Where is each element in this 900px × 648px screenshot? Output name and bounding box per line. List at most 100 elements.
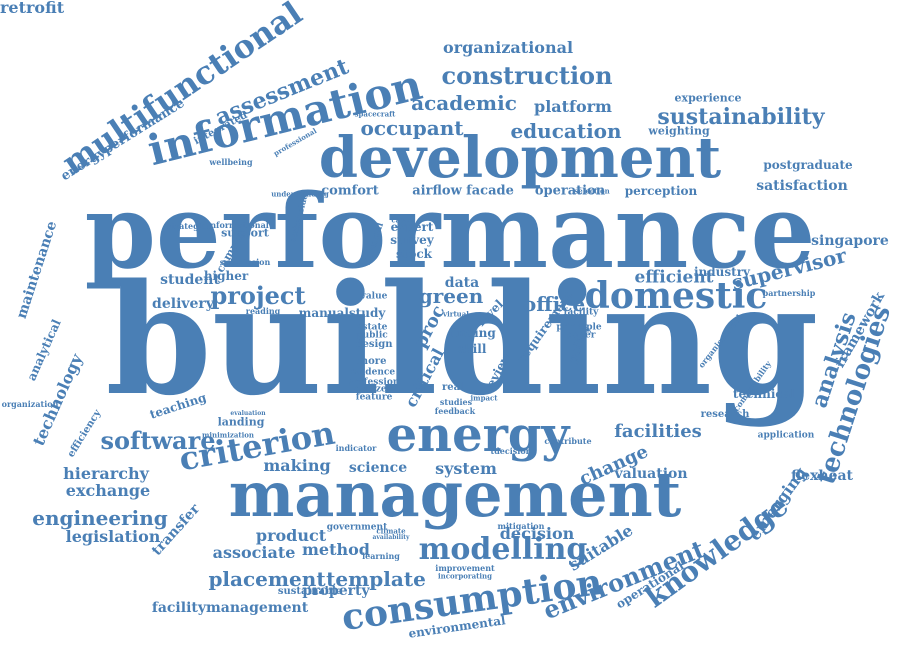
word: decision xyxy=(499,524,575,543)
word: perception xyxy=(624,184,698,198)
word: studies xyxy=(439,397,473,407)
word: support xyxy=(221,226,269,240)
word: facade xyxy=(466,183,514,199)
word: feature xyxy=(355,392,393,403)
word: evidence xyxy=(350,367,396,378)
word: impact xyxy=(470,393,498,403)
word: efficient xyxy=(634,267,714,288)
word: submission xyxy=(219,257,271,267)
word: manualstudy xyxy=(298,306,386,320)
word: energy xyxy=(386,407,570,463)
word: modelling xyxy=(418,532,588,567)
word: profession xyxy=(346,377,400,388)
word: domestic xyxy=(584,275,768,317)
word: development xyxy=(318,125,722,191)
word: stock xyxy=(396,247,432,261)
word: exchange xyxy=(65,481,151,500)
word: weighting xyxy=(648,124,710,138)
word: green xyxy=(418,284,484,308)
word: spacecraft xyxy=(354,109,396,119)
word: platform xyxy=(534,97,612,116)
word: evaluation xyxy=(230,410,266,417)
word: finding xyxy=(448,326,496,340)
word: public xyxy=(356,330,388,341)
word: reading xyxy=(245,306,281,316)
word: strategies xyxy=(166,221,212,231)
word: case xyxy=(391,215,409,225)
word: government xyxy=(326,522,388,533)
word: skill xyxy=(457,342,487,356)
word: paper xyxy=(566,330,596,341)
word: learning xyxy=(362,551,400,561)
word: landing xyxy=(217,415,265,429)
word: virtual xyxy=(443,309,469,319)
word: associate xyxy=(212,543,296,562)
word: quizzes xyxy=(354,384,392,395)
word: mitigation xyxy=(497,521,545,531)
word: informational xyxy=(207,220,269,230)
word: project xyxy=(210,281,306,310)
word: climate xyxy=(376,526,406,536)
word: application xyxy=(757,430,815,441)
word: product xyxy=(255,526,327,545)
word: system xyxy=(435,459,497,478)
word: minimization xyxy=(201,430,255,440)
word: research xyxy=(700,409,750,420)
word: airflow xyxy=(412,183,462,199)
word: sustainable xyxy=(277,586,343,597)
word: higher xyxy=(203,269,249,283)
word: survey xyxy=(390,233,434,247)
word: improvement xyxy=(435,563,495,573)
word: real xyxy=(442,382,464,393)
word: engineering xyxy=(32,506,168,530)
word: science xyxy=(348,460,408,476)
word: facilitymanagement xyxy=(151,600,309,616)
word: valuation xyxy=(614,466,688,482)
word: indicator xyxy=(335,443,377,453)
word: analytical xyxy=(24,317,64,383)
word: data xyxy=(444,275,480,291)
word: maintenance xyxy=(13,219,61,321)
word: office xyxy=(522,292,586,316)
word: incorporating xyxy=(437,571,493,581)
word: availability xyxy=(372,534,410,541)
word: partnership xyxy=(762,288,816,298)
word: expert xyxy=(390,220,434,234)
word: tdecision xyxy=(490,446,532,456)
word: building xyxy=(105,250,819,429)
word: placement xyxy=(208,567,326,591)
word: method xyxy=(302,540,370,559)
word: efficiency xyxy=(65,408,104,460)
word: flexheat xyxy=(790,468,854,484)
word: design xyxy=(355,339,393,350)
word: feedback xyxy=(434,406,476,416)
word: experience xyxy=(674,91,742,105)
word: education xyxy=(510,119,622,143)
word: singapore xyxy=(811,233,889,249)
word: wellbeing xyxy=(209,157,253,167)
word: legislation xyxy=(65,527,161,546)
word: principle xyxy=(556,322,602,333)
word: template xyxy=(326,567,426,591)
word: estate xyxy=(356,322,388,333)
word: operation xyxy=(534,183,606,199)
word: technical xyxy=(732,387,796,401)
word: facilities xyxy=(614,421,702,442)
word: industry xyxy=(694,265,750,279)
word: occupant xyxy=(360,116,464,140)
word: organization xyxy=(1,399,59,409)
word: making xyxy=(263,456,331,475)
word: hierarchy xyxy=(63,464,149,483)
word: contribute xyxy=(544,436,592,446)
word: sustainability xyxy=(657,104,825,130)
word: comfort xyxy=(321,183,379,199)
word: value xyxy=(360,291,388,302)
word: software xyxy=(100,426,216,455)
word: more xyxy=(357,356,387,367)
word: postgraduate xyxy=(763,158,853,172)
word: academic xyxy=(411,91,517,115)
word: construction xyxy=(441,61,613,90)
word: retrofit xyxy=(0,0,65,17)
word: understanding xyxy=(271,189,329,199)
